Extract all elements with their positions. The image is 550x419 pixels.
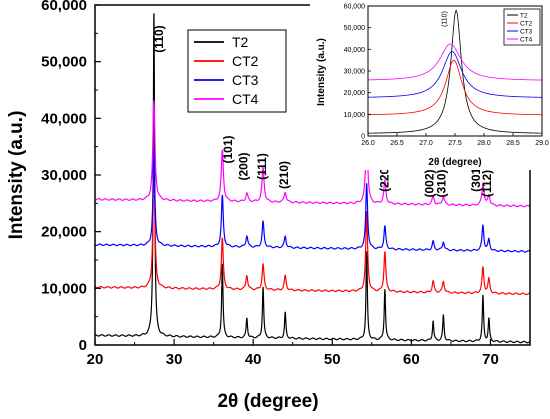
inset-x-tick-label: 27.0 [419,140,433,147]
main-series-t2-line [95,13,531,344]
main-legend-label-ct4: CT4 [232,91,259,107]
main-peak-label-101: (101) [221,135,235,163]
inset-y-tick-label: 10,000 [344,112,366,119]
main-series-ct2-line [94,157,531,296]
inset-x-tick-label: 29.0 [535,140,549,147]
inset-series-ct4-line [367,43,543,81]
inset-peak-label-110: (110) [441,11,448,27]
inset-y-axis-title: Intensity (a.u.) [316,38,327,106]
main-peak-label-301: (301) [469,164,483,192]
main-legend-label-t2: T2 [232,34,249,50]
inset-x-tick-label: 26.5 [390,140,404,147]
inset-y-tick-label: 0 [361,134,365,141]
main-y-tick-label: 20,000 [41,224,87,241]
main-peak-label-220: (220) [377,164,391,192]
main-peak-label-210: (210) [277,161,291,189]
main-x-tick-label: 30 [166,351,183,368]
main-y-axis-title: Intensity (a.u.) [6,111,27,240]
inset-x-tick-label: 28.0 [477,140,491,147]
inset-series-group [367,9,543,134]
inset-peak-labels: (110) [441,11,448,27]
inset-legend-label-ct4: CT4 [520,37,533,44]
inset-legend: T2 CT2 CT3 CT4 [503,8,541,46]
main-x-tick-label: 20 [87,351,104,368]
inset-x-axis-title: 2θ (degree) [428,157,481,168]
main-x-tick-label: 60 [403,351,420,368]
main-peak-label-110: (110) [152,25,166,52]
main-y-tick-label: 0 [79,337,87,354]
main-x-tick-label: 40 [245,351,262,368]
main-legend: T2 CT2 CT3 CT4 [187,29,287,113]
main-x-axis-title: 2θ (degree) [217,391,318,412]
inset-x-tick-label: 26.0 [361,140,375,147]
inset-y-tick-label: 40,000 [344,47,366,54]
main-peak-label-112: (112) [480,170,494,197]
inset-y-tick-label: 20,000 [344,90,366,97]
main-y-tick-label: 10,000 [41,280,87,297]
inset-series-t2-line [367,9,542,134]
main-y-tick-label: 30,000 [41,167,87,184]
main-y-tick-label: 50,000 [41,54,87,71]
main-peak-label-002: (002) [423,169,437,197]
main-series-ct4-line [94,100,531,208]
main-legend-label-ct2: CT2 [232,53,259,69]
main-peak-label-310: (310) [434,169,448,197]
inset-y-tick-label: 30,000 [344,69,366,76]
main-legend-label-ct3: CT3 [232,72,259,88]
main-plot: 20 30 40 50 60 70 0 10,000 20,000 30,000 40,000 50,… [6,0,531,412]
main-x-tick-label: 70 [482,351,499,368]
main-axes: 20 30 40 50 60 70 0 10,000 20,000 30,000 40,000 50,… [41,0,499,368]
main-y-tick-label: 60,000 [41,0,87,14]
main-peak-label-111: (111) [255,153,269,180]
main-series-ct3-line [94,151,531,253]
inset-y-tick-label: 60,000 [344,4,366,11]
inset-axes: 26.0 26.5 27.0 27.5 28.0 28.5 29.0 0 10,000 20,00… [344,4,549,148]
inset-plot: 26.0 26.5 27.0 27.5 28.0 28.5 29.0 0 10,000 20,00… [310,0,550,170]
main-y-tick-label: 40,000 [41,110,87,127]
inset-legend-label-ct3: CT3 [520,29,533,36]
inset-x-tick-label: 28.5 [506,140,520,147]
inset-x-tick-label: 27.5 [448,140,462,147]
main-series-group [94,13,531,344]
inset-series-ct2-line [367,59,542,116]
inset-series-ct3-line [367,51,543,98]
inset-y-tick-label: 50,000 [344,25,366,32]
main-x-tick-label: 50 [324,351,341,368]
inset-legend-label-ct2: CT2 [520,21,533,28]
main-peak-label-200: (200) [237,152,251,180]
inset-legend-label-t2: T2 [520,13,528,20]
